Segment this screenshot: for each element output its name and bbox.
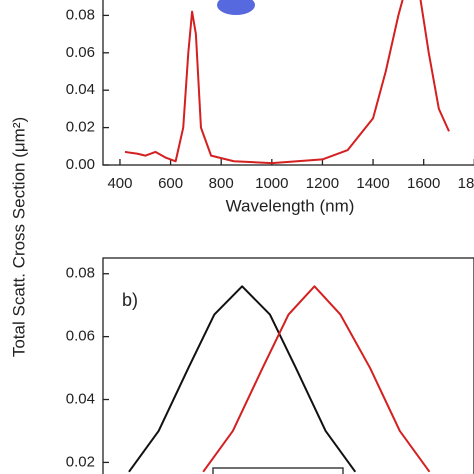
y-tick-label: 0.00	[66, 156, 95, 173]
y-tick-label: 0.02	[66, 119, 95, 136]
x-tick-label: 1000	[255, 175, 288, 192]
y-tick-label: 0.04	[66, 390, 95, 407]
data-line	[128, 285, 357, 473]
y-tick-label: 0.02	[66, 453, 95, 470]
x-tick-label: 400	[107, 175, 132, 192]
x-tick-label: 600	[158, 175, 183, 192]
x-axis-label: Wavelength (nm)	[226, 196, 355, 215]
data-line	[202, 285, 431, 473]
y-axis-label: Total Scatt. Cross Section (μm²)	[9, 117, 28, 357]
y-tick-label: 0.08	[66, 6, 95, 23]
y-tick-label: 0.06	[66, 328, 95, 345]
x-tick-label: 1400	[356, 175, 389, 192]
y-tick-label: 0.08	[66, 265, 95, 282]
plot-frame	[102, 0, 474, 166]
inset-particle	[217, 0, 255, 15]
x-tick-label: 1200	[306, 175, 339, 192]
panel-label: b)	[122, 290, 138, 310]
y-tick-label: 0.06	[66, 44, 95, 61]
x-tick-label: 800	[209, 175, 234, 192]
x-tick-label: 1800	[458, 175, 474, 192]
plot-frame	[102, 257, 474, 474]
x-tick-label: 1600	[407, 175, 440, 192]
y-tick-label: 0.04	[66, 81, 95, 98]
data-line	[124, 0, 450, 165]
inset-box	[212, 467, 344, 474]
